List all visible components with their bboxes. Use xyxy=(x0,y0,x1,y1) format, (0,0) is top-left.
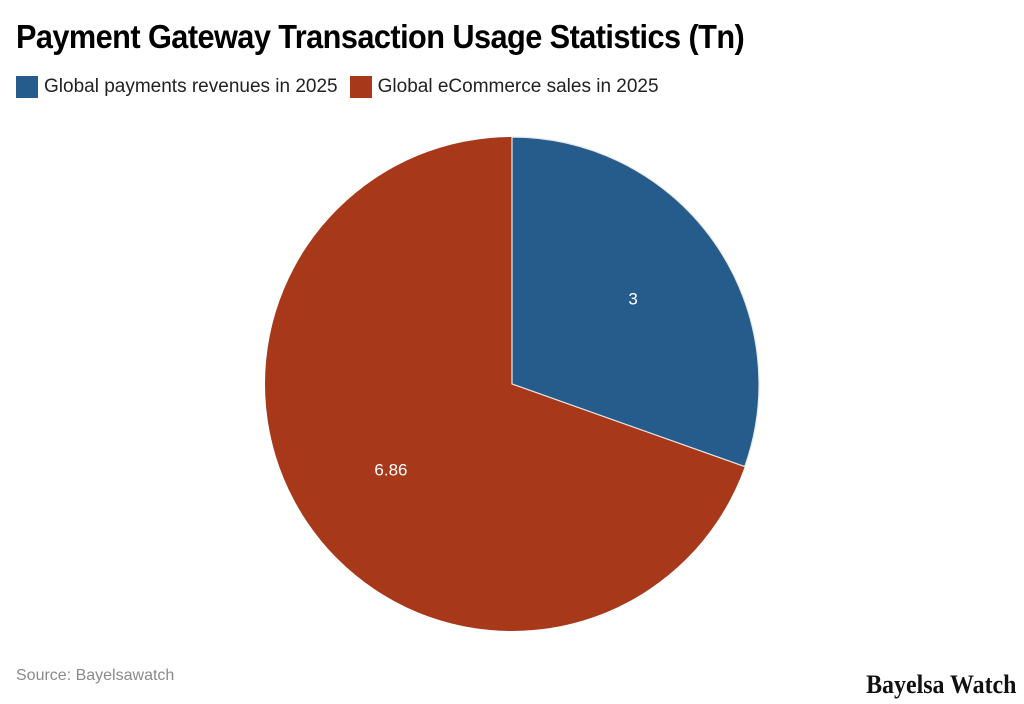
slice-label-ecommerce: 6.86 xyxy=(374,460,407,479)
legend-swatch-payments xyxy=(16,76,38,98)
brand-logo: Bayelsa Watch xyxy=(865,670,1016,699)
legend-label-payments: Global payments revenues in 2025 xyxy=(44,76,338,97)
legend-label-ecommerce: Global eCommerce sales in 2025 xyxy=(377,76,659,97)
source-note: Source: Bayelsawatch xyxy=(16,667,175,684)
legend-item-ecommerce: Global eCommerce sales in 2025 xyxy=(349,76,659,98)
slice-label-payments: 3 xyxy=(628,290,637,309)
pie-slice-payments xyxy=(511,136,760,468)
chart-title: Payment Gateway Transaction Usage Statis… xyxy=(16,18,745,55)
legend-swatch-ecommerce xyxy=(349,76,372,98)
legend-item-payments: Global payments revenues in 2025 xyxy=(16,76,338,98)
chart-legend: Global payments revenues in 2025 Global … xyxy=(16,76,671,98)
